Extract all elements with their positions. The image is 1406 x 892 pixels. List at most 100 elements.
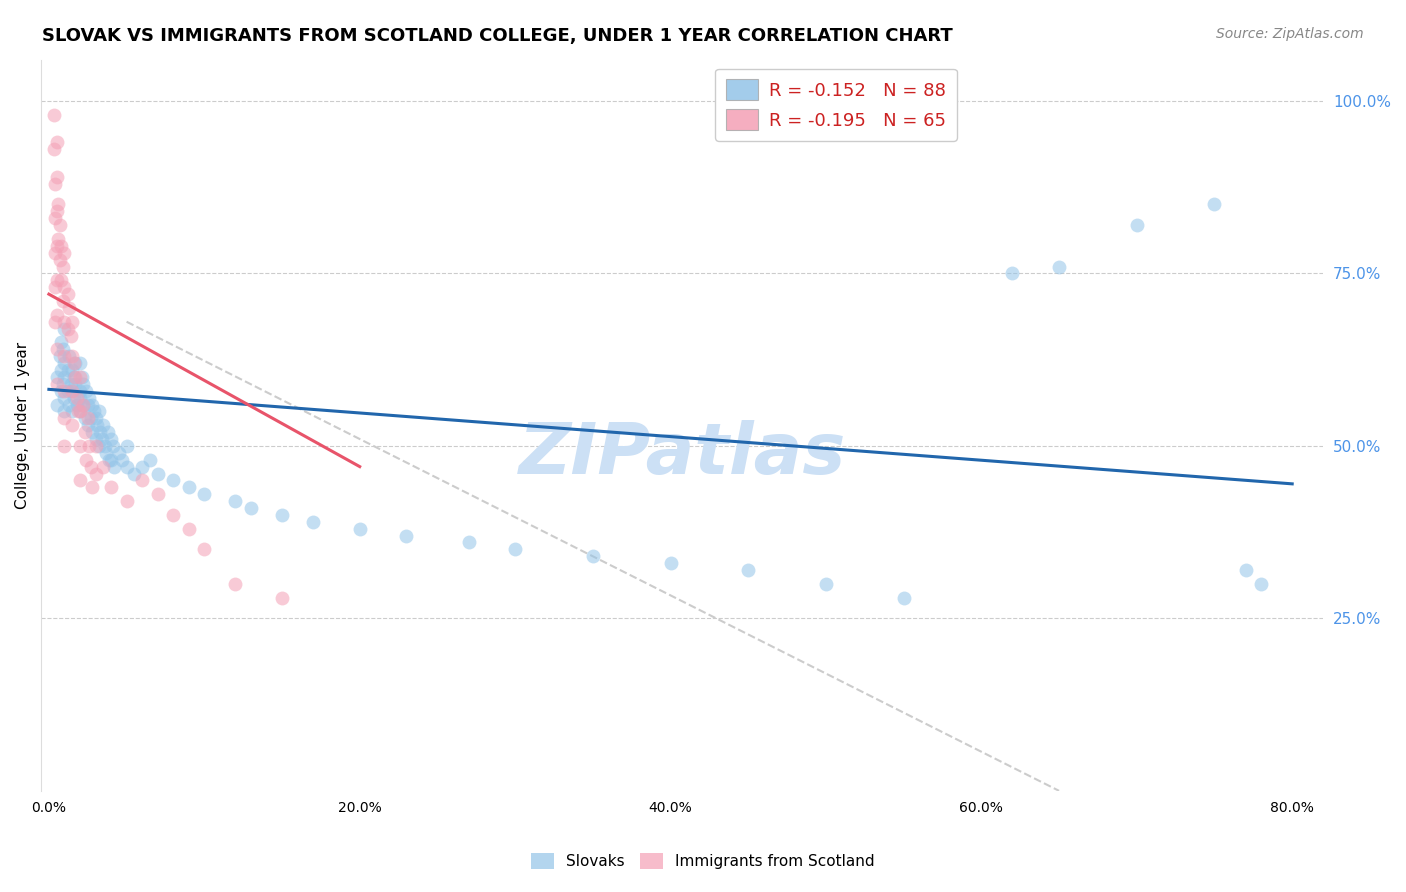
Point — [79, 439, 101, 453]
Point — [58, 349, 80, 363]
Point — [53, 411, 76, 425]
Point — [131, 459, 153, 474]
Point — [46, 232, 69, 246]
Point — [115, 494, 138, 508]
Point — [53, 391, 76, 405]
Point — [56, 363, 79, 377]
Point — [177, 480, 200, 494]
Point — [87, 404, 110, 418]
Point — [60, 363, 83, 377]
Point — [659, 556, 682, 570]
Point — [56, 321, 79, 335]
Point — [103, 459, 125, 474]
Point — [67, 404, 90, 418]
Point — [46, 197, 69, 211]
Point — [69, 370, 91, 384]
Point — [503, 542, 526, 557]
Point — [62, 391, 84, 405]
Point — [52, 260, 75, 274]
Point — [73, 411, 96, 425]
Point — [66, 398, 89, 412]
Point — [58, 398, 80, 412]
Point — [1250, 577, 1272, 591]
Point — [82, 425, 104, 439]
Point — [45, 273, 67, 287]
Point — [45, 308, 67, 322]
Point — [69, 391, 91, 405]
Point — [72, 398, 94, 412]
Point — [60, 418, 83, 433]
Point — [224, 577, 246, 591]
Point — [271, 591, 294, 605]
Point — [96, 446, 118, 460]
Point — [83, 404, 105, 418]
Point — [49, 218, 72, 232]
Point — [52, 343, 75, 357]
Point — [582, 549, 605, 564]
Point — [97, 425, 120, 439]
Point — [80, 459, 103, 474]
Point — [69, 474, 91, 488]
Point — [124, 467, 146, 481]
Point — [1204, 197, 1226, 211]
Point — [45, 169, 67, 184]
Point — [60, 384, 83, 398]
Point — [70, 370, 93, 384]
Point — [80, 411, 103, 425]
Point — [1234, 563, 1257, 577]
Point — [53, 280, 76, 294]
Point — [65, 370, 87, 384]
Point — [115, 459, 138, 474]
Point — [91, 418, 114, 433]
Point — [162, 474, 184, 488]
Point — [44, 177, 66, 191]
Point — [177, 522, 200, 536]
Point — [69, 404, 91, 418]
Point — [49, 252, 72, 267]
Point — [1047, 260, 1070, 274]
Point — [100, 480, 122, 494]
Point — [395, 528, 418, 542]
Point — [52, 293, 75, 308]
Point — [84, 439, 107, 453]
Point — [84, 432, 107, 446]
Point — [51, 384, 73, 398]
Point — [56, 384, 79, 398]
Point — [101, 439, 124, 453]
Point — [98, 452, 121, 467]
Point — [84, 467, 107, 481]
Point — [89, 425, 111, 439]
Point — [73, 425, 96, 439]
Point — [53, 439, 76, 453]
Point — [53, 245, 76, 260]
Point — [91, 459, 114, 474]
Point — [62, 356, 84, 370]
Point — [72, 398, 94, 412]
Point — [893, 591, 915, 605]
Point — [87, 439, 110, 453]
Point — [146, 487, 169, 501]
Point — [51, 335, 73, 350]
Point — [79, 391, 101, 405]
Point — [65, 376, 87, 391]
Point — [100, 452, 122, 467]
Point — [457, 535, 479, 549]
Point — [349, 522, 371, 536]
Point — [56, 287, 79, 301]
Point — [86, 418, 108, 433]
Point — [193, 487, 215, 501]
Point — [60, 349, 83, 363]
Point — [69, 439, 91, 453]
Point — [239, 501, 262, 516]
Point — [44, 245, 66, 260]
Point — [100, 432, 122, 446]
Text: ZIPatlas: ZIPatlas — [519, 420, 846, 489]
Point — [53, 370, 76, 384]
Point — [45, 398, 67, 412]
Text: Source: ZipAtlas.com: Source: ZipAtlas.com — [1216, 27, 1364, 41]
Point — [59, 328, 82, 343]
Point — [53, 404, 76, 418]
Point — [52, 376, 75, 391]
Point — [59, 376, 82, 391]
Point — [111, 452, 134, 467]
